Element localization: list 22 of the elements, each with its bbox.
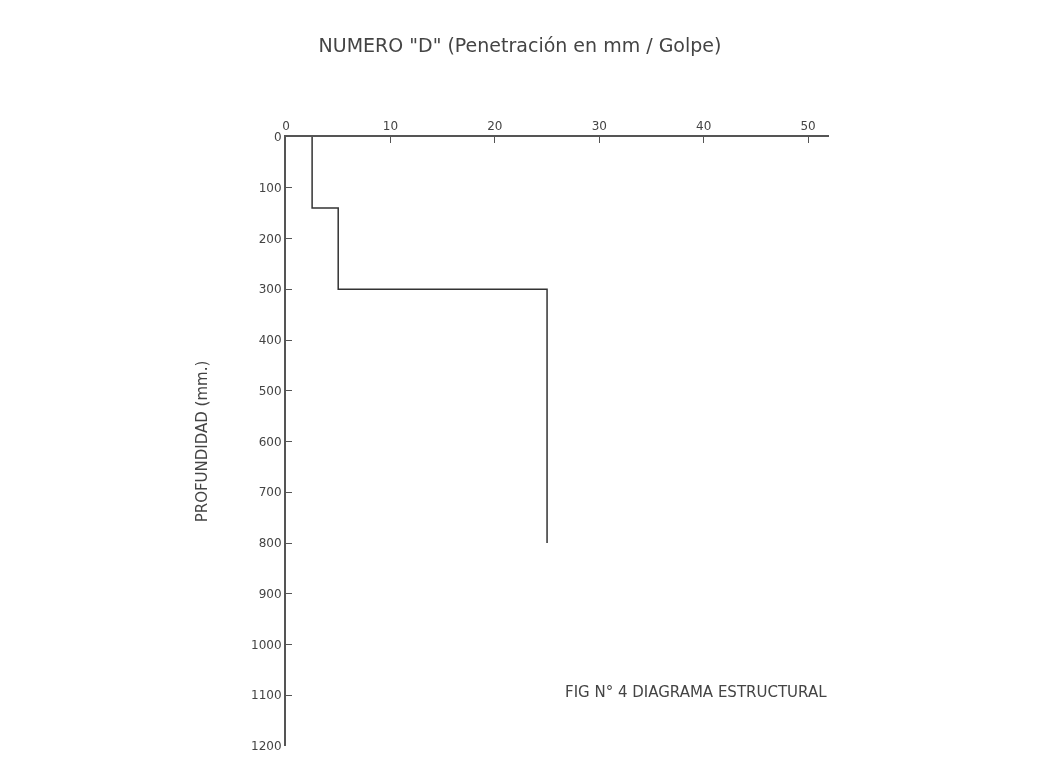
y-tick-label: 0 bbox=[273, 130, 282, 145]
y-tick-label: 100 bbox=[258, 180, 282, 195]
y-tick-label: 1100 bbox=[251, 688, 282, 703]
y-axis-title: PROFUNDIDAD (mm.) bbox=[192, 360, 211, 523]
y-tick-label: 1000 bbox=[251, 637, 282, 652]
y-tick-label: 1200 bbox=[251, 739, 282, 754]
x-tick-label: 20 bbox=[487, 119, 503, 134]
y-tick-label: 400 bbox=[258, 333, 282, 348]
x-tick-label: 10 bbox=[382, 119, 399, 134]
y-tick-label: 900 bbox=[258, 586, 282, 601]
y-tick-label: 800 bbox=[258, 536, 282, 551]
x-tick-label: 30 bbox=[591, 119, 607, 134]
y-tick-label: 200 bbox=[258, 231, 282, 246]
annotation: FIG N° 4 DIAGRAMA ESTRUCTURAL bbox=[565, 683, 828, 701]
y-tick-label: 500 bbox=[258, 383, 282, 398]
chart-title: NUMERO "D" (Penetración en mm / Golpe) bbox=[318, 33, 722, 56]
line-series bbox=[311, 137, 548, 544]
x-tick-label: 50 bbox=[800, 119, 816, 134]
y-tick-label: 300 bbox=[258, 282, 282, 297]
x-tick-label: 40 bbox=[696, 119, 712, 134]
y-tick-label: 600 bbox=[258, 434, 282, 449]
y-tick-label: 700 bbox=[258, 485, 282, 500]
